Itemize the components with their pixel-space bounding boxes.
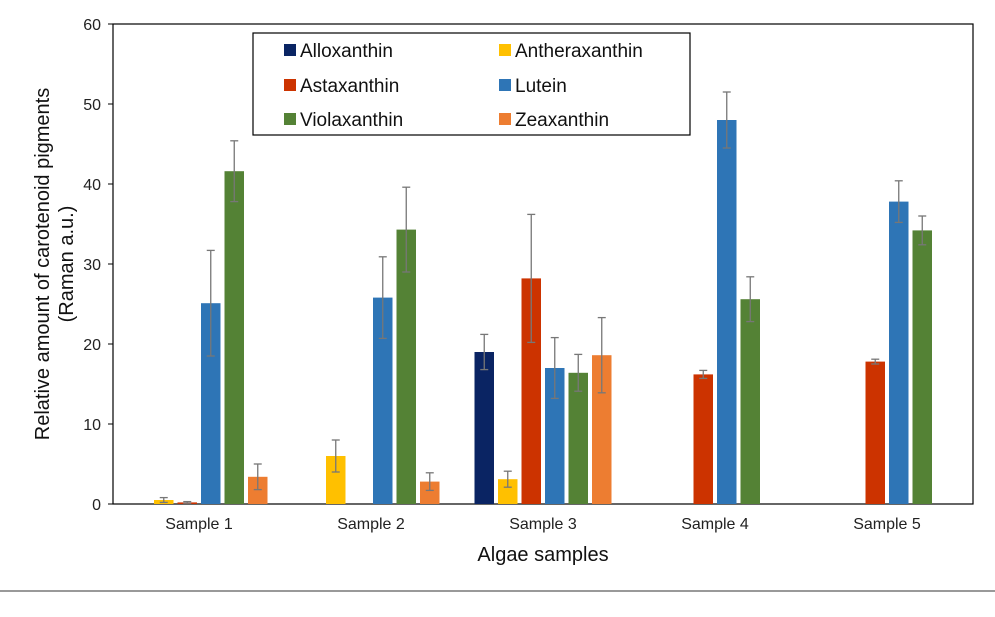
bar-lutein-sample-3 — [545, 368, 565, 504]
x-tick-label: Sample 2 — [337, 516, 405, 533]
bar-lutein-sample-1 — [201, 303, 221, 504]
bar-zeaxanthin-sample-1 — [248, 476, 268, 504]
error-bars-group — [159, 91, 927, 504]
y-tick-label: 20 — [83, 337, 101, 354]
bar-zeaxanthin-sample-3 — [592, 355, 612, 504]
bar-violaxanthin-sample-1 — [224, 171, 244, 504]
bar-violaxanthin-sample-4 — [740, 299, 760, 504]
bar-zeaxanthin-sample-2 — [420, 481, 440, 504]
x-axis-title: Algae samples — [477, 544, 608, 566]
bar-lutein-sample-5 — [889, 201, 909, 504]
legend-swatch-zeaxanthin — [499, 113, 511, 125]
y-axis-ticks: 0 10 20 30 40 50 60 — [83, 17, 113, 514]
x-tick-label: Sample 3 — [509, 516, 577, 533]
bar-antheraxanthin-sample-2 — [326, 456, 346, 504]
bar-violaxanthin-sample-5 — [912, 230, 932, 504]
y-axis-title-line-2: (Raman a.u.) — [56, 206, 78, 323]
legend-swatch-lutein — [499, 79, 511, 91]
legend-label-zeaxanthin: Zeaxanthin — [515, 110, 609, 131]
bar-alloxanthin-sample-3 — [474, 352, 494, 504]
y-tick-label: 10 — [83, 417, 101, 434]
x-tick-label: Sample 4 — [681, 516, 749, 533]
bar-lutein-sample-4 — [717, 120, 737, 504]
legend-swatch-alloxanthin — [284, 44, 296, 56]
x-axis-ticks: Sample 1 Sample 2 Sample 3 Sample 4 Sample 5 — [165, 516, 921, 533]
legend-box — [252, 32, 691, 136]
bar-violaxanthin-sample-2 — [396, 229, 416, 504]
legend-label-lutein: Lutein — [515, 76, 567, 97]
legend-label-alloxanthin: Alloxanthin — [300, 41, 393, 62]
bar-lutein-sample-2 — [373, 297, 393, 504]
legend-swatch-antheraxanthin — [499, 44, 511, 56]
bar-astaxanthin-sample-3 — [521, 278, 541, 504]
y-tick-label: 50 — [83, 97, 101, 114]
legend-label-violaxanthin: Violaxanthin — [300, 110, 403, 131]
y-axis-title: Relative amount of carotenoid pigments (… — [32, 88, 78, 440]
bar-violaxanthin-sample-3 — [568, 372, 588, 504]
bar-astaxanthin-sample-4 — [693, 374, 713, 504]
y-tick-label: 30 — [83, 257, 101, 274]
bar-antheraxanthin-sample-3 — [498, 479, 518, 504]
x-tick-label: Sample 5 — [853, 516, 921, 533]
y-tick-label: 40 — [83, 177, 101, 194]
legend: Alloxanthin Antheraxanthin Astaxanthin Lute… — [252, 32, 691, 136]
legend-swatch-violaxanthin — [284, 113, 296, 125]
legend-swatch-astaxanthin — [284, 79, 296, 91]
y-tick-label: 0 — [92, 497, 101, 514]
y-tick-label: 60 — [83, 17, 101, 34]
legend-label-antheraxanthin: Antheraxanthin — [515, 41, 643, 62]
bars-group — [154, 120, 932, 504]
legend-label-astaxanthin: Astaxanthin — [300, 76, 399, 97]
x-tick-label: Sample 1 — [165, 516, 233, 533]
y-axis-title-line-1: Relative amount of carotenoid pigments — [32, 88, 54, 440]
bar-astaxanthin-sample-5 — [865, 361, 885, 504]
